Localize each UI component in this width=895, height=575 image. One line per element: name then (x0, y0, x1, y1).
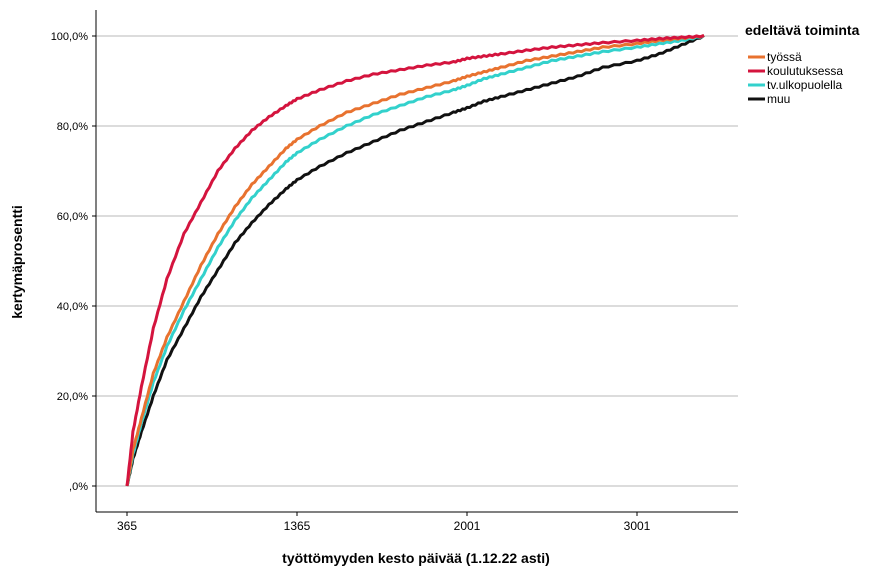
y-tick-label: ,0% (69, 481, 88, 493)
x-axis-title: työttömyyden kesto päivää (1.12.22 asti) (282, 550, 550, 566)
legend-label: muu (767, 92, 790, 106)
legend-label: työssä (767, 50, 802, 64)
legend: edeltävä toiminta työssäkoulutuksessatv.… (745, 22, 860, 106)
x-tick-label: 3001 (624, 519, 651, 533)
grid-lines (96, 35, 738, 487)
y-tick-label: 100,0% (51, 31, 89, 43)
series-line-ty-ss- (125, 34, 705, 487)
series-line-koulutuksessa (125, 33, 705, 487)
series-line-muu (125, 34, 705, 487)
x-tick-label: 2001 (454, 519, 481, 533)
x-tick-label: 1365 (284, 519, 311, 533)
y-axis-title: kertymäprosentti (9, 205, 25, 319)
legend-label: koulutuksessa (767, 64, 843, 78)
series-line-tv-ulkopuolella (125, 34, 705, 487)
legend-label: tv.ulkopuolella (767, 78, 842, 92)
y-tick-label: 20,0% (57, 391, 88, 403)
y-tick-label: 40,0% (57, 301, 88, 313)
x-tick-label: 365 (117, 519, 137, 533)
y-tick-label: 80,0% (57, 121, 88, 133)
y-axis-ticks: ,0% 20,0% 40,0% 60,0% 80,0% 100,0% (51, 31, 96, 493)
y-tick-label: 60,0% (57, 211, 88, 223)
series-lines (125, 33, 705, 487)
legend-title: edeltävä toiminta (745, 22, 860, 38)
x-axis-ticks: 365 1365 2001 3001 (117, 512, 651, 533)
